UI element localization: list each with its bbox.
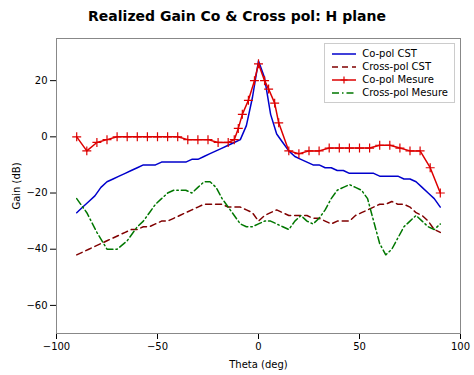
html-text:Co-pol Mesure: Co-pol Mesure	[362, 74, 434, 85]
svg-text:−20: −20	[26, 187, 47, 198]
html-text:Cross-pol Mesure: Cross-pol Mesure	[362, 87, 448, 98]
svg-text:0: 0	[255, 341, 261, 352]
svg-text:50: 50	[353, 341, 366, 352]
svg-text:100: 100	[451, 341, 470, 352]
html-text:Cross-pol CST: Cross-pol CST	[362, 61, 432, 72]
svg-text:20: 20	[35, 75, 48, 86]
svg-text:Gain (dB): Gain (dB)	[11, 162, 22, 209]
html-text:Co-pol CST: Co-pol CST	[362, 48, 417, 59]
svg-text:−100: −100	[43, 341, 70, 352]
svg-text:−50: −50	[147, 341, 168, 352]
svg-text:−40: −40	[26, 243, 47, 254]
svg-text:−60: −60	[26, 300, 47, 311]
svg-text:Theta (deg): Theta (deg)	[228, 359, 288, 370]
html-text:Realized Gain Co & Cross pol:: Realized Gain Co & Cross pol: H plane	[88, 8, 386, 24]
svg-text:0: 0	[41, 131, 47, 142]
